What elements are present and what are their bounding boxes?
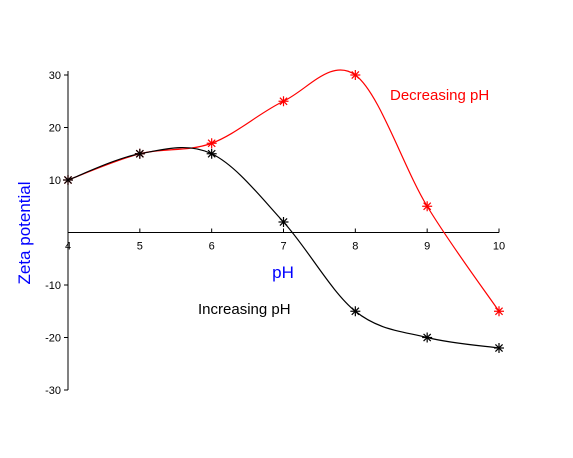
data-point-increasing-ph xyxy=(350,306,361,317)
data-point-decreasing-ph xyxy=(350,70,361,80)
x-tick-label: 4 xyxy=(65,241,71,253)
y-tick-label: -20 xyxy=(45,333,61,345)
x-tick-label: 7 xyxy=(280,241,286,253)
data-point-decreasing-ph xyxy=(422,201,433,212)
x-tick-label: 10 xyxy=(493,241,505,253)
y-tick-label: 10 xyxy=(49,175,61,187)
series-label-increasing-ph: Increasing pH xyxy=(198,301,291,318)
data-point-increasing-ph xyxy=(494,343,504,353)
x-tick-label: 6 xyxy=(209,241,215,253)
chart-labels: pH Zeta potential Decreasing pH Increasi… xyxy=(15,87,489,318)
data-point-increasing-ph xyxy=(206,148,217,159)
x-tick-label: 5 xyxy=(137,241,143,253)
series-label-decreasing-ph: Decreasing pH xyxy=(390,87,489,104)
x-tick-label: 8 xyxy=(352,241,358,253)
data-markers xyxy=(63,70,504,353)
x-tick-label: 9 xyxy=(424,241,430,253)
y-tick-label: -10 xyxy=(45,280,61,292)
data-point-decreasing-ph xyxy=(206,138,217,149)
data-point-decreasing-ph xyxy=(494,306,504,317)
y-tick-label: 30 xyxy=(49,70,61,82)
axes: 4 5 6 7 8 9 10 30 20 10 -10 -20 -30 xyxy=(45,70,505,397)
x-axis-label: pH xyxy=(272,263,294,282)
data-point-increasing-ph xyxy=(422,332,433,343)
y-axis-label: Zeta potential xyxy=(15,181,34,284)
data-point-increasing-ph xyxy=(278,217,289,227)
data-point-decreasing-ph xyxy=(278,96,289,107)
data-point-increasing-ph xyxy=(63,175,73,185)
y-tick-label: -30 xyxy=(45,385,61,397)
data-point-increasing-ph xyxy=(134,148,145,159)
y-tick-label: 20 xyxy=(49,123,61,135)
